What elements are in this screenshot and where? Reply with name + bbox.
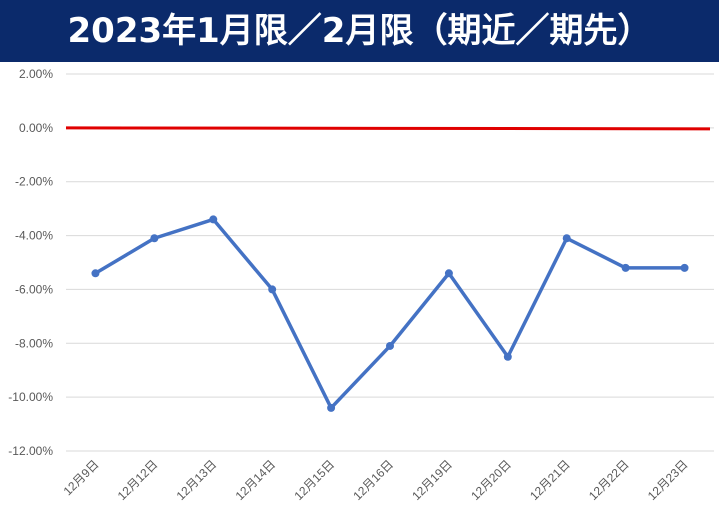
data-point — [327, 403, 336, 412]
x-tick-label: 12月23日 — [645, 457, 691, 503]
data-point — [91, 269, 100, 278]
y-tick-label: 0.00% — [19, 121, 53, 135]
data-point — [444, 269, 453, 278]
x-tick-label: 12月9日 — [61, 457, 102, 498]
x-tick-label: 12月16日 — [350, 457, 396, 503]
data-point — [268, 285, 277, 294]
data-point — [503, 352, 512, 361]
x-tick-label: 12月12日 — [115, 457, 161, 503]
x-tick-label: 12月13日 — [174, 457, 220, 503]
data-point — [150, 234, 159, 243]
x-tick-label: 12月20日 — [468, 457, 514, 503]
y-tick-label: -8.00% — [15, 336, 53, 350]
reference-line — [65, 126, 711, 131]
data-point — [209, 215, 218, 224]
y-tick-label: -2.00% — [15, 175, 53, 189]
data-line — [94, 217, 685, 410]
y-tick-label: -4.00% — [15, 229, 53, 243]
x-tick-label: 12月15日 — [291, 457, 337, 503]
chart: 2.00% 0.00% -2.00% -4.00% -6.00% -8.00% -10.00… — [8, 67, 714, 503]
chart-title: 2023年1月限／2月限（期近／期先） — [0, 0, 719, 62]
x-tick-label: 12月19日 — [409, 457, 455, 503]
data-point — [562, 234, 571, 243]
y-tick-label: -12.00% — [8, 444, 53, 458]
x-tick-label: 12月22日 — [586, 457, 632, 503]
y-tick-label: -10.00% — [8, 390, 53, 404]
data-point — [386, 341, 394, 350]
data-point — [680, 263, 689, 272]
x-tick-label: 12月21日 — [527, 457, 573, 503]
data-point — [621, 263, 630, 272]
y-tick-label: -6.00% — [15, 282, 53, 296]
y-tick-label: 2.00% — [19, 67, 53, 81]
x-tick-label: 12月14日 — [233, 457, 279, 503]
